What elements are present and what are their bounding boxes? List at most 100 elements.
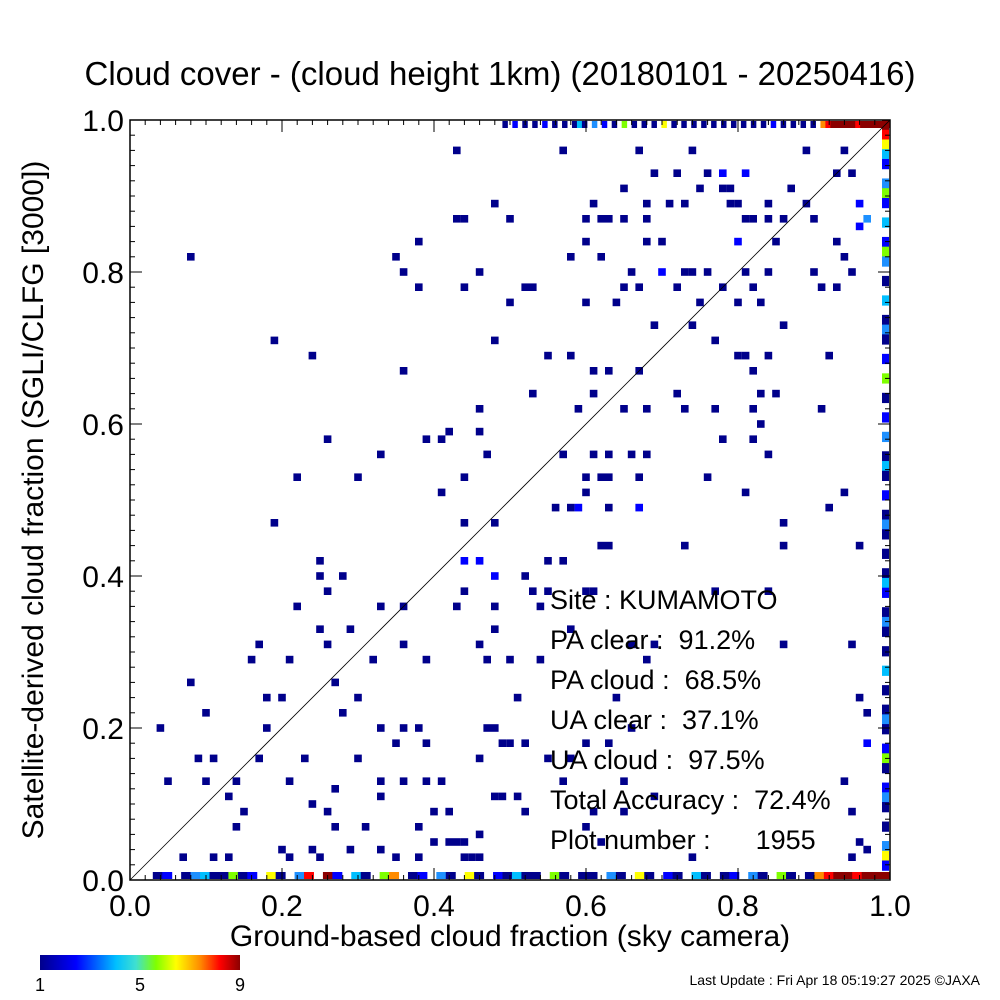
heatmap-cell bbox=[779, 640, 788, 649]
heatmap-cell bbox=[650, 640, 659, 649]
heatmap-cell bbox=[240, 807, 248, 816]
top-edge-cell bbox=[691, 121, 697, 128]
right-edge-cell bbox=[882, 704, 889, 715]
heatmap-cell bbox=[445, 427, 453, 436]
heatmap-cell bbox=[225, 853, 233, 861]
heatmap-cell bbox=[627, 450, 636, 459]
heatmap-cell bbox=[475, 853, 484, 861]
top-edge-cell bbox=[840, 121, 846, 128]
heatmap-cell bbox=[848, 268, 856, 276]
heatmap-cell bbox=[255, 754, 263, 763]
right-edge-cell bbox=[882, 568, 889, 579]
bottom-edge-cell bbox=[786, 872, 796, 879]
right-edge-cell bbox=[882, 685, 889, 696]
heatmap-cell bbox=[711, 587, 719, 595]
heatmap-cell bbox=[506, 739, 514, 747]
bottom-edge-cell bbox=[663, 872, 674, 879]
heatmap-cell bbox=[597, 215, 605, 223]
heatmap-cell bbox=[285, 777, 294, 785]
bottom-edge-cell bbox=[606, 872, 617, 879]
heatmap-cell bbox=[354, 693, 362, 702]
heatmap-cell bbox=[536, 602, 545, 611]
colorbar-tick-mid: 5 bbox=[134, 975, 146, 995]
heatmap-cell bbox=[650, 321, 659, 329]
heatmap-cell bbox=[863, 845, 871, 854]
heatmap-cell bbox=[392, 853, 400, 861]
heatmap-cell bbox=[331, 785, 339, 793]
heatmap-cell bbox=[734, 237, 742, 246]
bottom-edge-cell bbox=[530, 872, 541, 879]
heatmap-cell bbox=[582, 488, 590, 497]
bottom-edge-cell bbox=[559, 872, 570, 879]
heatmap-cell bbox=[582, 215, 590, 223]
heatmap-cell bbox=[483, 724, 491, 732]
heatmap-cell bbox=[346, 845, 355, 854]
heatmap-cell bbox=[422, 655, 431, 664]
heatmap-cell bbox=[392, 739, 400, 747]
top-edge-cell bbox=[800, 121, 807, 128]
heatmap-cell bbox=[475, 405, 484, 413]
heatmap-cell bbox=[688, 146, 697, 155]
heatmap-cell bbox=[529, 389, 537, 398]
right-edge-cell bbox=[882, 275, 889, 287]
heatmap-cell bbox=[779, 215, 788, 223]
right-edge-cell bbox=[882, 626, 889, 637]
heatmap-cell bbox=[612, 298, 621, 307]
pa-clear: PA clear : 91.2% bbox=[550, 625, 756, 655]
heatmap-cell bbox=[764, 587, 773, 595]
heatmap-cell bbox=[316, 557, 324, 565]
heatmap-cell bbox=[536, 655, 545, 664]
heatmap-cell bbox=[506, 215, 514, 223]
top-edge-cell bbox=[740, 121, 747, 128]
plot-number: Plot number : 1955 bbox=[550, 825, 816, 855]
heatmap-cell bbox=[597, 541, 605, 550]
top-edge-cell bbox=[542, 121, 548, 128]
top-edge-cell bbox=[701, 121, 707, 128]
heatmap-cell bbox=[263, 724, 271, 732]
heatmap-cell bbox=[187, 678, 195, 687]
heatmap-cell bbox=[810, 268, 818, 276]
heatmap-cell bbox=[430, 807, 438, 816]
heatmap-cell bbox=[475, 268, 484, 276]
bottom-edge-cell bbox=[852, 872, 863, 879]
heatmap-cell bbox=[703, 473, 712, 481]
right-edge-cell bbox=[882, 324, 889, 335]
heatmap-cell bbox=[627, 268, 636, 276]
bottom-edge-cell bbox=[587, 872, 598, 879]
heatmap-cell bbox=[445, 807, 453, 816]
top-edge-cell bbox=[790, 121, 797, 128]
heatmap-cell bbox=[582, 473, 590, 481]
heatmap-cell bbox=[696, 298, 704, 307]
top-edge-cell bbox=[865, 121, 871, 128]
heatmap-cell bbox=[741, 351, 750, 360]
heatmap-cell bbox=[848, 640, 856, 649]
heatmap-cell bbox=[764, 215, 773, 223]
bottom-edge-cell bbox=[729, 872, 740, 879]
heatmap-cell bbox=[559, 146, 567, 155]
heatmap-cell bbox=[202, 777, 210, 785]
right-edge-cell bbox=[882, 587, 889, 598]
heatmap-cell bbox=[209, 853, 218, 861]
bottom-edge-cell bbox=[814, 872, 825, 879]
heatmap-cell bbox=[582, 823, 590, 831]
heatmap-cell bbox=[589, 450, 598, 459]
heatmap-cell bbox=[779, 321, 788, 329]
heatmap-cell bbox=[179, 853, 187, 861]
bottom-edge-cell bbox=[719, 872, 730, 879]
bottom-edge-cell bbox=[804, 872, 815, 879]
heatmap-cell bbox=[255, 640, 263, 649]
heatmap-cell bbox=[445, 838, 453, 846]
heatmap-cell bbox=[460, 838, 469, 846]
heatmap-cell bbox=[460, 473, 469, 481]
heatmap-cell bbox=[741, 268, 750, 276]
heatmap-cell bbox=[323, 587, 332, 595]
right-edge-cell bbox=[882, 188, 889, 199]
y-tick-label: 0.6 bbox=[82, 409, 124, 442]
x-tick-label: 0.2 bbox=[261, 890, 303, 923]
heatmap-cell bbox=[719, 184, 727, 193]
top-edge-cell bbox=[730, 121, 737, 128]
heatmap-cell bbox=[270, 336, 279, 345]
heatmap-cell bbox=[498, 739, 507, 747]
heatmap-cell bbox=[848, 169, 856, 177]
bottom-edge-cell bbox=[436, 872, 447, 879]
